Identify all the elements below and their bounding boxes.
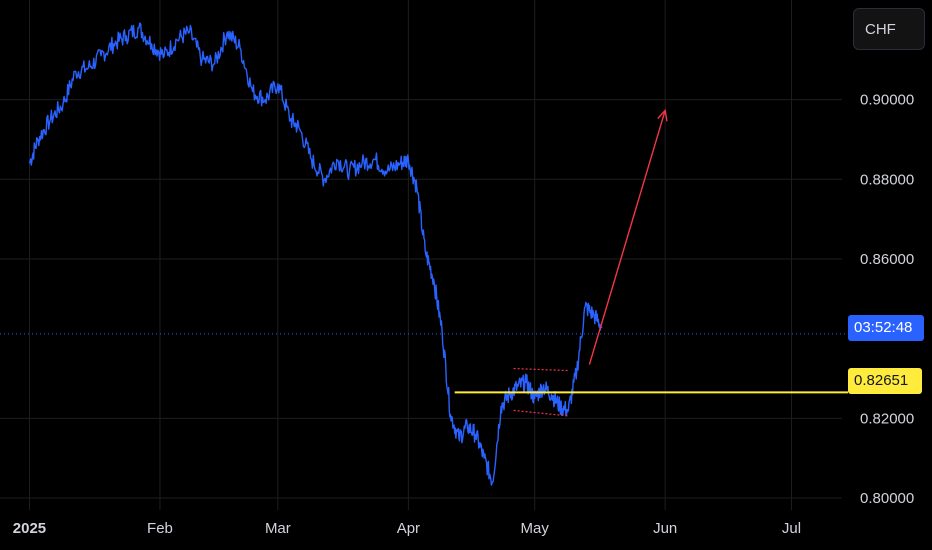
x-tick-label: 2025 bbox=[13, 520, 46, 537]
drawings bbox=[0, 108, 848, 417]
y-tick-label: 0.80000 bbox=[860, 490, 914, 507]
price-axis: 0.90000 0.88000 0.86000 0.82000 0.80000 bbox=[860, 92, 914, 507]
range-top-line bbox=[513, 367, 569, 372]
y-tick-label: 0.86000 bbox=[860, 251, 914, 268]
x-tick-label: Mar bbox=[265, 520, 291, 537]
price-series bbox=[28, 22, 603, 486]
grid-lines bbox=[0, 0, 842, 510]
x-tick-label: Jun bbox=[653, 520, 677, 537]
x-tick-label: May bbox=[520, 520, 549, 537]
projection-arrow-shaft bbox=[588, 110, 666, 365]
x-tick-label: Jul bbox=[782, 520, 801, 537]
y-tick-label: 0.82000 bbox=[860, 410, 914, 427]
bar-countdown-label: 03:52:48 bbox=[848, 315, 924, 341]
time-axis: 2025 Feb Mar Apr May Jun Jul bbox=[13, 520, 801, 537]
x-tick-label: Apr bbox=[397, 520, 420, 537]
y-tick-label: 0.90000 bbox=[860, 92, 914, 109]
price-line bbox=[28, 22, 603, 486]
range-bottom-line bbox=[513, 409, 569, 417]
projection-arrow-head bbox=[657, 108, 668, 122]
support-level-label: 0.82651 bbox=[848, 368, 922, 394]
currency-button[interactable]: CHF bbox=[853, 8, 925, 50]
x-tick-label: Feb bbox=[147, 520, 173, 537]
y-tick-label: 0.88000 bbox=[860, 171, 914, 188]
